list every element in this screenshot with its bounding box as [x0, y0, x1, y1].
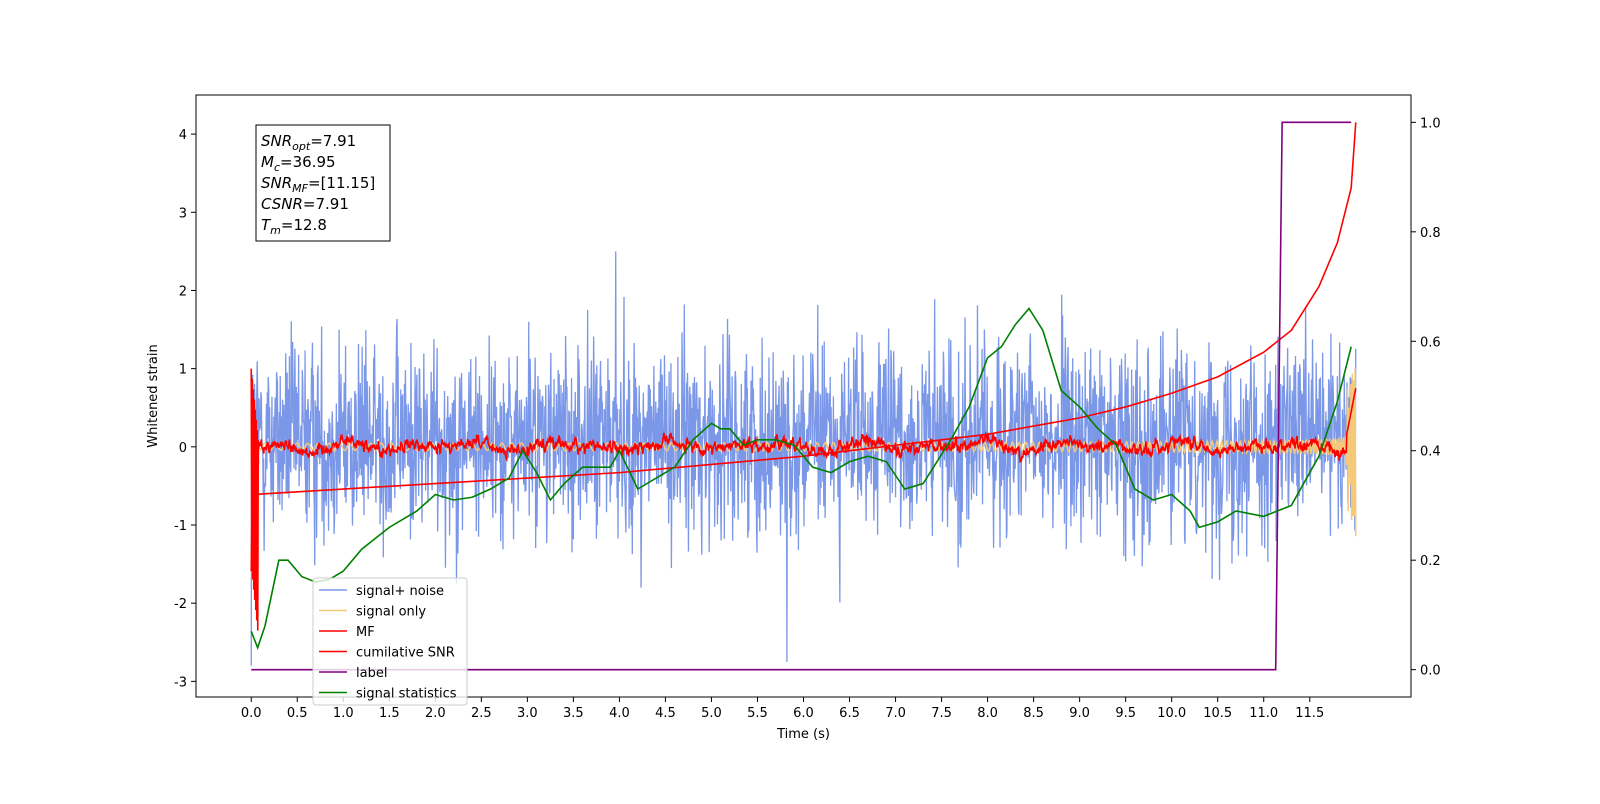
series-line-label — [251, 121, 1352, 671]
x-tick-label: 7.5 — [931, 706, 952, 721]
info-line-sub: opt — [292, 140, 311, 153]
x-tick-label: 10.5 — [1203, 706, 1232, 721]
x-tick-label: 6.0 — [793, 706, 814, 721]
x-axis-label: Time (s) — [776, 727, 830, 742]
y-right-tick-label: 0.0 — [1420, 664, 1441, 679]
x-tick-label: 11.0 — [1249, 706, 1278, 721]
legend-entry-label: signal+ noise — [356, 584, 444, 599]
y-tick-label: 3 — [179, 206, 187, 221]
legend-entry-label: signal only — [356, 605, 426, 620]
x-tick-label: 11.5 — [1295, 706, 1324, 721]
x-tick-label: 9.0 — [1069, 706, 1090, 721]
info-line: SNRMF=[11.15] — [261, 174, 375, 195]
info-box-frame — [255, 124, 391, 242]
x-axis: 0.0 0.5 1.0 1.5 2.0 2.5 3.0 3.5 4.0 4.5 5.0 5.5 6.0 6… — [241, 697, 1324, 721]
y-right-tick-label: 0.2 — [1420, 554, 1441, 569]
info-line-base: T — [261, 216, 272, 234]
series-line-cumilative-snr — [250, 122, 1357, 572]
info-line-base: M — [261, 153, 274, 171]
info-line-value: =7.91 — [310, 132, 356, 150]
x-tick-label: 3.5 — [563, 706, 584, 721]
x-tick-label: 3.0 — [517, 706, 538, 721]
y-tick-label: -2 — [174, 597, 187, 612]
y-right-tick-label: 1.0 — [1420, 116, 1441, 131]
info-line-base: CSNR — [261, 195, 303, 213]
y-right-tick-label: 0.8 — [1420, 226, 1441, 241]
info-line: CSNR=7.91 — [261, 195, 349, 213]
y-tick-label: 2 — [179, 284, 187, 299]
x-tick-label: 6.5 — [839, 706, 860, 721]
info-line: SNRopt=7.91 — [261, 132, 356, 153]
y-tick-label: 4 — [179, 128, 187, 143]
series-line-mf — [250, 368, 1357, 631]
info-box: SNRopt=7.91Mc=36.95SNRMF=[11.15]CSNR=7.9… — [255, 124, 391, 242]
info-line-sub: c — [274, 161, 280, 174]
x-tick-label: 1.5 — [379, 706, 400, 721]
info-line-base: SNR — [261, 132, 292, 150]
x-tick-label: 4.5 — [655, 706, 676, 721]
info-line: Tm=12.8 — [261, 216, 327, 237]
x-tick-label: 0.5 — [287, 706, 308, 721]
info-line-sub: MF — [292, 182, 308, 195]
y-axis-right: 0.0 0.2 0.4 0.6 0.8 1.0 — [1411, 116, 1441, 679]
x-tick-label: 2.5 — [471, 706, 492, 721]
x-tick-label: 5.5 — [747, 706, 768, 721]
x-tick-label: 9.5 — [1115, 706, 1136, 721]
info-line-value: =12.8 — [281, 216, 327, 234]
legend: signal+ noise signal only MF cumilative SNR… — [312, 577, 468, 706]
legend-entry-label: signal statistics — [356, 687, 457, 702]
series-line-signal-statistics — [250, 307, 1352, 651]
legend-entry-label: cumilative SNR — [356, 646, 455, 661]
x-tick-label: 8.0 — [977, 706, 998, 721]
x-tick-label: 0.0 — [241, 706, 262, 721]
y-tick-label: 1 — [179, 363, 187, 378]
info-line-value: =[11.15] — [308, 174, 375, 192]
series-layer — [250, 121, 1357, 671]
y-tick-label: -3 — [174, 675, 187, 690]
y-right-tick-label: 0.6 — [1420, 335, 1441, 350]
series-line-signal-noise — [250, 251, 1357, 666]
y-axis-label: Whitened strain — [146, 344, 161, 447]
x-tick-label: 10.0 — [1157, 706, 1186, 721]
x-tick-label: 2.0 — [425, 706, 446, 721]
info-line-value: =36.95 — [280, 153, 336, 171]
y-tick-label: 0 — [179, 441, 187, 456]
info-line: Mc=36.95 — [261, 153, 336, 174]
info-line-sub: m — [270, 224, 281, 237]
legend-entry-label: label — [356, 666, 387, 681]
x-tick-label: 7.0 — [885, 706, 906, 721]
info-line-value: =7.91 — [303, 195, 349, 213]
legend-entry-label: MF — [356, 625, 375, 640]
x-tick-label: 4.0 — [609, 706, 630, 721]
legend-frame — [312, 577, 468, 706]
x-tick-label: 1.0 — [333, 706, 354, 721]
y-axis-left: -3 -2 -1 0 1 2 3 4 — [174, 128, 196, 690]
x-tick-label: 8.5 — [1023, 706, 1044, 721]
y-right-tick-label: 0.4 — [1420, 445, 1441, 460]
info-line-base: SNR — [261, 174, 292, 192]
x-tick-label: 5.0 — [701, 706, 722, 721]
y-tick-label: -1 — [174, 519, 187, 534]
